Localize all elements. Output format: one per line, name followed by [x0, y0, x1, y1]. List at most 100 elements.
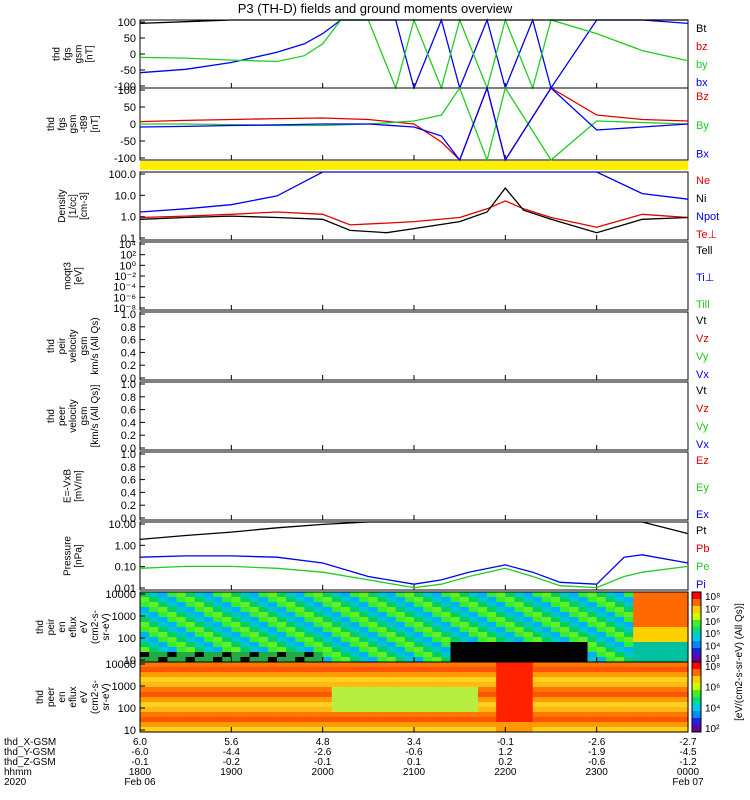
spectrogram-cell [642, 722, 653, 728]
spectrogram-cell [477, 727, 488, 733]
spectrogram-cell [386, 727, 397, 733]
spectrogram-cell [377, 687, 388, 693]
spectrogram-cell [459, 672, 470, 678]
spectrogram-cell [203, 687, 214, 693]
spectrogram-cell [432, 597, 442, 603]
spectrogram-cell [185, 642, 196, 648]
spectrogram-cell [541, 712, 552, 718]
spectrogram-cell [505, 652, 516, 658]
spectrogram-cell [222, 647, 232, 653]
y-tick-label: 0.1 [121, 233, 136, 245]
spectrogram-cell [203, 677, 214, 683]
spectrogram-cell [487, 672, 497, 678]
legend-Npot: Npot [696, 211, 719, 223]
spectrogram-cell [578, 602, 589, 608]
y-tick-label: 10⁻⁶ [113, 292, 136, 304]
spectrogram-cell [414, 667, 424, 673]
spectrogram-cell [560, 592, 570, 598]
spectrogram-cell [432, 667, 442, 673]
x-row-label: thd_Y-GSM [4, 747, 55, 758]
spectrogram-cell [669, 652, 680, 658]
spectrogram-cell [614, 712, 625, 718]
spectrogram-cell [487, 647, 497, 653]
spectrogram-cell [459, 622, 470, 628]
spectrogram-cell [331, 662, 342, 668]
spectrogram-cell [304, 727, 315, 733]
spectrogram-cell [432, 712, 442, 718]
spectrogram-cell [286, 627, 296, 633]
spectrogram-cell [633, 632, 643, 638]
spectrogram-cell [140, 682, 150, 688]
y-tick-label: 10⁻⁸ [113, 303, 136, 315]
x-tick-value: -0.6 [405, 747, 423, 758]
spectrogram-cell [185, 597, 196, 603]
spectrogram-cell [313, 642, 324, 648]
spectrogram-cell [505, 717, 516, 723]
spectrogram-cell [569, 642, 579, 648]
spectrogram-cell [642, 667, 653, 673]
spectrogram-cell [459, 722, 470, 728]
spectrogram-cell [258, 667, 269, 673]
spectrogram-cell [614, 617, 625, 623]
spectrogram-cell [185, 607, 196, 613]
spectrogram-cell [423, 722, 433, 728]
spectrogram-cell [450, 677, 461, 683]
spectrogram-cell [678, 657, 689, 663]
spectrogram-cell [477, 632, 488, 638]
spectrogram-cell [468, 677, 479, 683]
spectrogram-cell [505, 627, 516, 633]
spectrogram-cell [624, 627, 634, 633]
spectrogram-cell [532, 667, 543, 673]
spectrogram-cell [295, 692, 305, 698]
spectrogram-cell [222, 707, 232, 713]
spectrogram-cell [496, 707, 506, 713]
spectrogram-cell [414, 722, 424, 728]
spectrogram-cell [350, 647, 360, 653]
spectrogram-cell [541, 687, 552, 693]
spectrogram-cell [404, 727, 415, 733]
spectrogram-cell [222, 657, 232, 663]
spectrogram-cell [395, 592, 406, 598]
spectrogram-cell [514, 652, 525, 658]
spectrogram-cell [414, 707, 424, 713]
spectrogram-cell [194, 647, 205, 653]
spectrogram-cell [551, 687, 561, 693]
spectrogram-cell [240, 642, 251, 648]
x-tick-value: 2100 [403, 767, 426, 778]
spectrogram-cell [459, 687, 470, 693]
y-axis-title-line: eV [79, 691, 90, 704]
spectrogram-cell [304, 682, 315, 688]
spectrogram-cell [350, 632, 360, 638]
y-tick-label: 0.2 [121, 360, 136, 372]
spectrogram-cell [158, 607, 168, 613]
spectrogram-cell [149, 637, 159, 643]
spectrogram-cell [496, 702, 506, 708]
y-tick-label: 0.4 [121, 417, 136, 429]
spectrogram-cell [596, 667, 607, 673]
spectrogram-cell [651, 672, 662, 678]
spectrogram-cell [359, 692, 369, 698]
spectrogram-cell [587, 722, 598, 728]
spectrogram-cell [569, 727, 579, 733]
spectrogram-cell [450, 692, 461, 698]
spectrogram-cell [459, 647, 470, 653]
spectrogram-cell [487, 597, 497, 603]
spectrogram-cell [167, 622, 178, 628]
spectrogram-cell [678, 687, 689, 693]
spectrogram-cell [240, 632, 251, 638]
spectrogram-cell [167, 642, 178, 648]
spectrogram-cell [414, 617, 424, 623]
spectrogram-cell [614, 607, 625, 613]
spectrogram-cell [267, 722, 278, 728]
legend-Vx: Vx [696, 369, 709, 381]
spectrogram-cell [432, 727, 442, 733]
spectrogram-cell [569, 637, 579, 643]
spectrogram-cell [578, 677, 589, 683]
spectrogram-cell [158, 647, 168, 653]
spectrogram-cell [340, 682, 351, 688]
spectrogram-cell [496, 722, 506, 728]
spectrogram-cell [477, 662, 488, 668]
spectrogram-cell [340, 652, 351, 658]
spectrogram-cell [514, 682, 525, 688]
